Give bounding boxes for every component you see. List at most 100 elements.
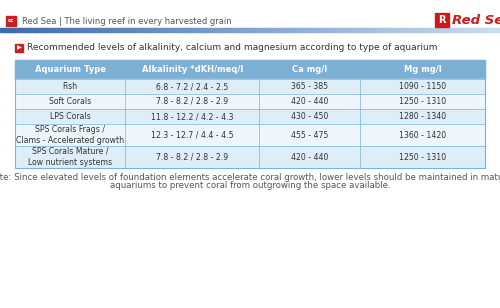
Text: ▶: ▶	[16, 46, 21, 51]
Bar	[145, 28, 151, 32]
Bar	[160, 28, 166, 32]
Text: Soft Corals: Soft Corals	[49, 97, 92, 106]
Bar	[20, 28, 26, 32]
Bar	[175, 28, 181, 32]
Bar	[55, 28, 61, 32]
Bar	[480, 28, 486, 32]
Bar	[135, 28, 141, 32]
Bar	[485, 28, 491, 32]
Text: Aquarium Type: Aquarium Type	[34, 65, 106, 74]
Bar	[70, 28, 76, 32]
Bar	[15, 109, 485, 124]
Bar	[325, 28, 331, 32]
Bar	[240, 28, 246, 32]
Bar	[150, 28, 156, 32]
Bar	[450, 28, 456, 32]
Text: 420 - 440: 420 - 440	[291, 97, 329, 106]
Bar	[200, 28, 206, 32]
Bar	[0, 28, 6, 32]
Text: 1360 - 1420: 1360 - 1420	[399, 131, 446, 140]
Text: 6.8 - 7.2 / 2.4 - 2.5: 6.8 - 7.2 / 2.4 - 2.5	[156, 82, 228, 91]
Text: 1250 - 1310: 1250 - 1310	[399, 97, 446, 106]
Bar	[395, 28, 401, 32]
Bar	[465, 28, 471, 32]
Text: Alkalinity *dKH/meq/l: Alkalinity *dKH/meq/l	[142, 65, 243, 74]
Text: 1250 - 1310: 1250 - 1310	[399, 152, 446, 161]
Text: 7.8 - 8.2 / 2.8 - 2.9: 7.8 - 8.2 / 2.8 - 2.9	[156, 152, 228, 161]
Bar	[460, 28, 466, 32]
Bar	[275, 28, 281, 32]
Bar	[425, 28, 431, 32]
Bar	[85, 28, 91, 32]
Bar	[6, 16, 16, 26]
Bar	[30, 28, 36, 32]
Bar	[255, 28, 261, 32]
Text: Mg mg/l: Mg mg/l	[404, 65, 442, 74]
Bar	[100, 28, 106, 32]
Bar	[185, 28, 191, 32]
Bar	[345, 28, 351, 32]
Bar	[15, 60, 485, 79]
Bar	[315, 28, 321, 32]
Bar	[355, 28, 361, 32]
Bar	[115, 28, 121, 32]
Bar	[430, 28, 436, 32]
Bar	[235, 28, 241, 32]
Bar	[105, 28, 111, 32]
Bar	[0, 0, 500, 38]
Bar	[400, 28, 406, 32]
Text: 455 - 475: 455 - 475	[292, 131, 329, 140]
Bar	[330, 28, 336, 32]
Bar	[470, 28, 476, 32]
Bar	[475, 28, 481, 32]
Text: 420 - 440: 420 - 440	[291, 152, 329, 161]
Bar	[65, 28, 71, 32]
Text: 430 - 450: 430 - 450	[292, 112, 329, 121]
Bar	[320, 28, 326, 32]
Bar	[220, 28, 226, 32]
Text: Red Sea: Red Sea	[452, 14, 500, 26]
Bar	[15, 146, 485, 168]
Bar	[110, 28, 116, 32]
Bar	[225, 28, 231, 32]
Bar	[375, 28, 381, 32]
Bar	[370, 28, 376, 32]
Text: aquariums to prevent coral from outgrowing the space available.: aquariums to prevent coral from outgrowi…	[110, 181, 390, 190]
Bar	[260, 28, 266, 32]
Bar	[205, 28, 211, 32]
Bar	[285, 28, 291, 32]
Bar	[335, 28, 341, 32]
Bar	[380, 28, 386, 32]
Text: 1090 - 1150: 1090 - 1150	[399, 82, 446, 91]
Bar	[170, 28, 176, 32]
Bar	[435, 13, 449, 27]
Bar	[420, 28, 426, 32]
Bar	[300, 28, 306, 32]
Bar	[45, 28, 51, 32]
Bar	[15, 44, 23, 52]
Bar	[120, 28, 126, 32]
Bar	[25, 28, 31, 32]
Bar	[350, 28, 356, 32]
Text: LPS Corals: LPS Corals	[50, 112, 90, 121]
Bar	[265, 28, 271, 32]
Bar	[455, 28, 461, 32]
Bar	[405, 28, 411, 32]
Bar	[290, 28, 296, 32]
Bar	[15, 28, 21, 32]
Text: SPS Corals Frags /
Clams - Accelerated growth: SPS Corals Frags / Clams - Accelerated g…	[16, 125, 124, 145]
Bar	[210, 28, 216, 32]
Text: 1280 - 1340: 1280 - 1340	[399, 112, 446, 121]
Bar	[15, 60, 485, 168]
Bar	[195, 28, 201, 32]
Text: 11.8 - 12.2 / 4.2 - 4.3: 11.8 - 12.2 / 4.2 - 4.3	[151, 112, 234, 121]
Bar	[35, 28, 41, 32]
Bar	[165, 28, 171, 32]
Bar	[215, 28, 221, 32]
Text: 7.8 - 8.2 / 2.8 - 2.9: 7.8 - 8.2 / 2.8 - 2.9	[156, 97, 228, 106]
Text: Fish: Fish	[62, 82, 78, 91]
Bar	[415, 28, 421, 32]
Text: 12.3 - 12.7 / 4.4 - 4.5: 12.3 - 12.7 / 4.4 - 4.5	[151, 131, 234, 140]
Bar	[340, 28, 346, 32]
Bar	[15, 124, 485, 146]
